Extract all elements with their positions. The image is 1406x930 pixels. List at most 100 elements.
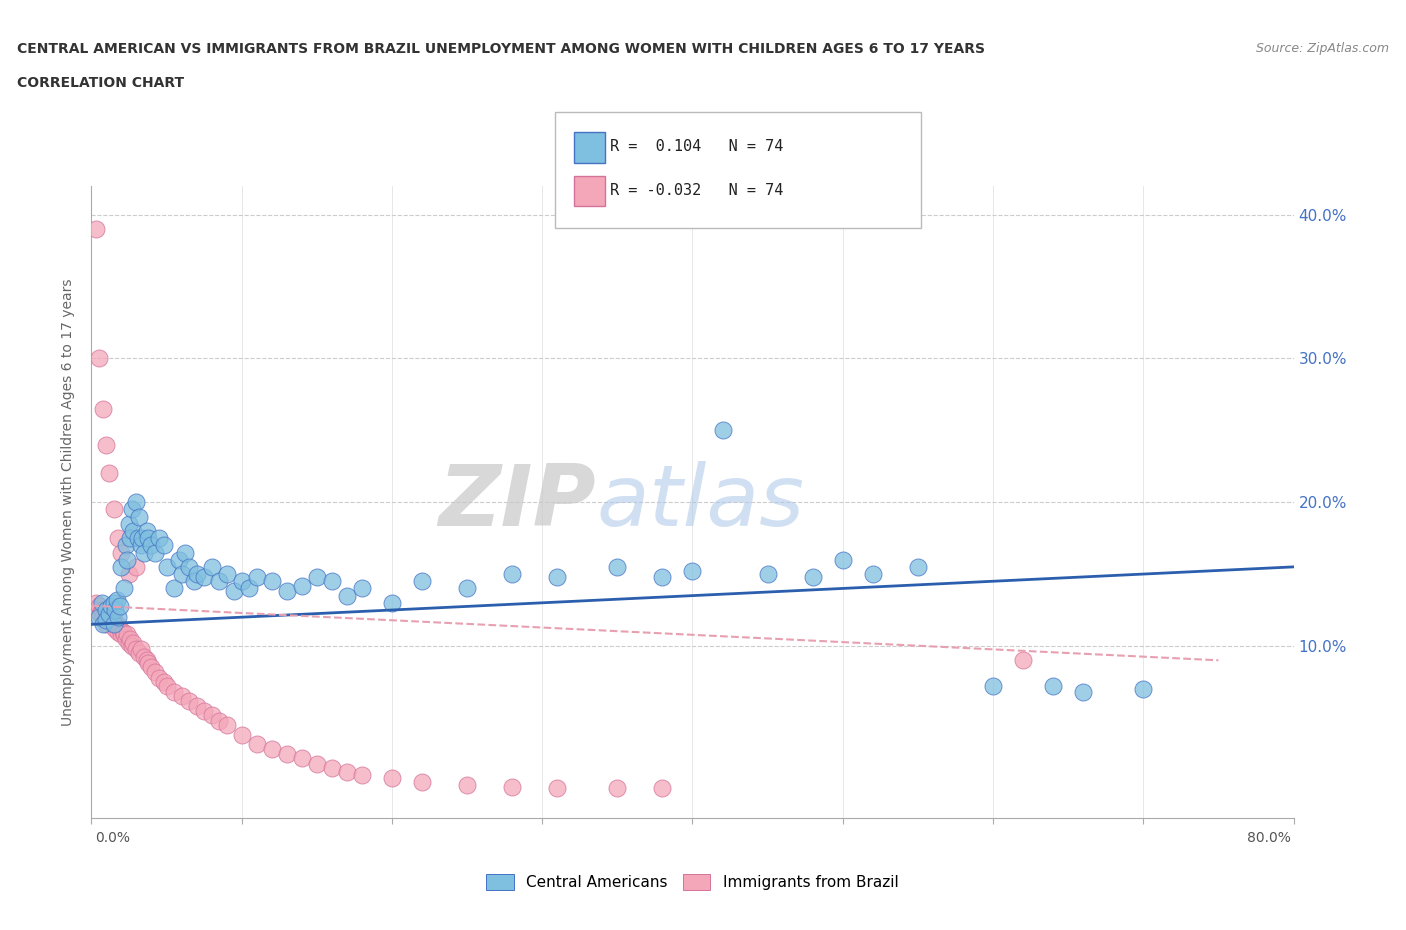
Point	[183, 574, 205, 589]
Point	[167, 552, 190, 567]
Point	[651, 781, 673, 796]
Point	[546, 781, 568, 796]
Point	[1042, 679, 1064, 694]
Point	[100, 607, 122, 622]
Point	[107, 610, 129, 625]
Point	[291, 578, 314, 593]
Point	[155, 560, 177, 575]
Point	[381, 595, 404, 610]
Point	[907, 560, 929, 575]
Point	[350, 768, 373, 783]
Point	[276, 746, 298, 761]
Point	[201, 560, 224, 575]
Point	[97, 610, 120, 625]
Point	[711, 423, 734, 438]
Legend: Central Americans, Immigrants from Brazil: Central Americans, Immigrants from Brazi…	[481, 868, 904, 897]
Text: atlas: atlas	[596, 460, 804, 544]
Point	[93, 617, 115, 631]
Point	[100, 598, 122, 613]
Text: 0.0%: 0.0%	[96, 830, 131, 844]
Point	[94, 613, 117, 628]
Point	[125, 642, 148, 657]
Point	[118, 516, 141, 531]
Point	[98, 466, 121, 481]
Point	[105, 617, 128, 631]
Point	[111, 624, 134, 639]
Point	[115, 538, 138, 552]
Point	[98, 613, 121, 628]
Point	[201, 708, 224, 723]
Point	[246, 569, 269, 584]
Point	[128, 509, 150, 524]
Point	[87, 351, 110, 365]
Point	[132, 650, 155, 665]
Point	[238, 581, 260, 596]
Y-axis label: Unemployment Among Women with Children Ages 6 to 17 years: Unemployment Among Women with Children A…	[62, 278, 76, 726]
Point	[96, 617, 118, 631]
Point	[87, 598, 110, 613]
Text: CORRELATION CHART: CORRELATION CHART	[17, 76, 184, 90]
Point	[101, 617, 124, 631]
Point	[115, 631, 138, 646]
Point	[350, 581, 373, 596]
Point	[291, 751, 314, 765]
Point	[276, 584, 298, 599]
Point	[606, 781, 628, 796]
Point	[107, 624, 129, 639]
Point	[981, 679, 1004, 694]
Point	[305, 756, 328, 771]
Point	[260, 574, 283, 589]
Text: ZIP: ZIP	[439, 460, 596, 544]
Point	[193, 569, 215, 584]
Point	[231, 574, 253, 589]
Point	[90, 603, 112, 618]
Point	[114, 627, 136, 642]
Point	[193, 703, 215, 718]
Point	[129, 642, 152, 657]
Text: R = -0.032   N = 74: R = -0.032 N = 74	[610, 183, 783, 198]
Point	[110, 545, 132, 560]
Point	[117, 627, 139, 642]
Point	[336, 588, 359, 603]
Point	[411, 775, 433, 790]
Point	[90, 595, 112, 610]
Point	[110, 560, 132, 575]
Point	[107, 531, 129, 546]
Point	[801, 569, 824, 584]
Point	[136, 524, 159, 538]
Point	[456, 581, 478, 596]
Point	[83, 603, 105, 618]
Point	[215, 566, 238, 581]
Point	[118, 566, 141, 581]
Point	[96, 437, 118, 452]
Point	[104, 621, 127, 636]
Point	[120, 631, 142, 646]
Point	[606, 560, 628, 575]
Point	[96, 613, 118, 628]
Text: CENTRAL AMERICAN VS IMMIGRANTS FROM BRAZIL UNEMPLOYMENT AMONG WOMEN WITH CHILDRE: CENTRAL AMERICAN VS IMMIGRANTS FROM BRAZ…	[17, 42, 984, 56]
Point	[831, 552, 853, 567]
Point	[143, 545, 166, 560]
Point	[127, 531, 149, 546]
Point	[136, 653, 159, 668]
Point	[114, 581, 136, 596]
Point	[208, 713, 231, 728]
Point	[103, 617, 125, 631]
Point	[546, 569, 568, 584]
Point	[121, 502, 143, 517]
Point	[1071, 684, 1094, 699]
Point	[756, 566, 779, 581]
Point	[177, 693, 200, 708]
Point	[125, 560, 148, 575]
Text: Source: ZipAtlas.com: Source: ZipAtlas.com	[1256, 42, 1389, 55]
Point	[152, 538, 174, 552]
Point	[125, 495, 148, 510]
Point	[118, 635, 141, 650]
Point	[96, 603, 118, 618]
Point	[138, 656, 160, 671]
Point	[1012, 653, 1035, 668]
Point	[215, 718, 238, 733]
Point	[231, 727, 253, 742]
Point	[163, 581, 186, 596]
Text: 80.0%: 80.0%	[1247, 830, 1291, 844]
